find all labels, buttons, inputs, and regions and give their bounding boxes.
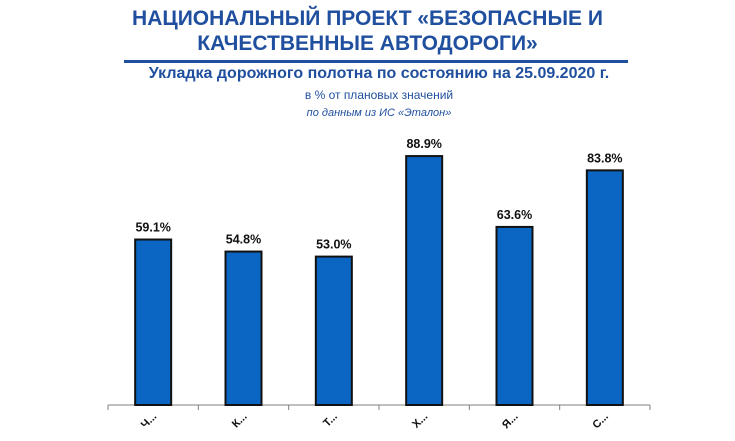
bar xyxy=(495,225,534,406)
bar xyxy=(224,250,263,406)
bar xyxy=(314,255,353,406)
chart-source-note: по данным из ИС «Эталон» xyxy=(306,107,452,119)
title-line-2: КАЧЕСТВЕННЫЕ АВТОДОРОГИ» xyxy=(197,32,538,55)
x-tick-label: Т... xyxy=(321,411,340,430)
bar xyxy=(585,169,624,406)
bar xyxy=(134,238,173,406)
page-title: НАЦИОНАЛЬНЫЙ ПРОЕКТ «БЕЗОПАСНЫЕ И КАЧЕСТ… xyxy=(0,6,735,56)
data-label: 63.6% xyxy=(497,208,532,222)
data-label: 88.9% xyxy=(406,137,441,151)
data-label: 54.8% xyxy=(226,233,261,247)
bar xyxy=(405,155,444,406)
x-tick-label: С... xyxy=(590,411,611,432)
data-label: 83.8% xyxy=(587,151,622,165)
title-line-1: НАЦИОНАЛЬНЫЙ ПРОЕКТ «БЕЗОПАСНЫЕ И xyxy=(132,7,603,30)
x-tick-label: Ч... xyxy=(139,411,159,431)
chart-title: Укладка дорожного полотна по состоянию н… xyxy=(148,65,610,82)
x-tick-label: Х... xyxy=(410,411,430,431)
x-tick-label: Я... xyxy=(500,411,521,432)
data-label: 53.0% xyxy=(316,238,351,252)
title-divider xyxy=(124,60,628,63)
data-label: 59.1% xyxy=(135,221,170,235)
x-tick-label: К... xyxy=(230,411,250,431)
chart-subtitle: в % от плановых значений xyxy=(304,88,454,102)
